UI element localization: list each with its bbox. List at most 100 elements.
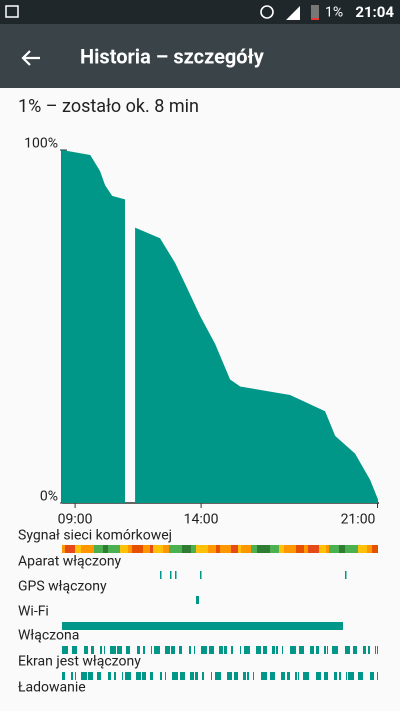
battery-area	[62, 150, 378, 503]
signal-segment	[150, 545, 153, 553]
signal-segment	[345, 545, 358, 553]
screen-segment	[298, 672, 299, 680]
signal-segment	[367, 545, 372, 553]
battery-level	[311, 18, 319, 20]
signal-segment	[304, 545, 308, 553]
signal-segment	[196, 545, 208, 553]
y-tick-label: 100%	[24, 136, 58, 152]
awake-segment	[263, 646, 267, 654]
screen-segment	[142, 672, 146, 680]
row-label: Aparat włączony	[18, 554, 122, 570]
signal-segment	[132, 545, 143, 553]
awake-segment	[219, 646, 223, 654]
toolbar	[0, 24, 400, 88]
screen-segment	[295, 672, 297, 680]
awake-segment	[126, 646, 130, 654]
awake-segment	[240, 646, 241, 654]
awake-segment	[165, 646, 170, 654]
screen-segment	[165, 672, 166, 680]
awake-segment	[299, 646, 304, 654]
screen-segment	[190, 672, 194, 680]
gps-tick	[196, 596, 199, 604]
screen-segment	[303, 672, 309, 680]
screen-segment	[339, 672, 341, 680]
screen-segment	[215, 672, 221, 680]
signal-segment	[358, 545, 367, 553]
camera-tick	[160, 571, 162, 579]
screen-segment	[287, 672, 290, 680]
awake-segment	[345, 646, 350, 654]
screen-segment	[370, 672, 374, 680]
awake-segment	[368, 646, 370, 654]
screen-segment	[136, 672, 141, 680]
screen-segment	[150, 672, 153, 680]
screen-segment	[261, 672, 267, 680]
awake-segment	[154, 646, 160, 654]
awake-segment	[290, 646, 296, 654]
row-label: Ładowanie	[18, 680, 86, 696]
signal-segment	[108, 545, 120, 553]
awake-segment	[100, 646, 102, 654]
signal-segment	[75, 545, 81, 553]
signal-icon	[286, 6, 300, 20]
awake-segment	[62, 646, 68, 654]
signal-segment	[191, 545, 196, 553]
signal-segment	[94, 545, 103, 553]
status-bar	[0, 0, 400, 24]
awake-segment	[276, 646, 278, 654]
awake-segment	[231, 646, 233, 654]
awake-segment	[375, 646, 376, 654]
summary: 1% – zostało ok. 8 min	[18, 96, 199, 117]
signal-segment	[308, 545, 319, 553]
screen-segment	[81, 672, 87, 680]
screen-segment	[202, 672, 204, 680]
signal-segment	[329, 545, 339, 553]
screen-segment	[334, 672, 337, 680]
screen-segment	[62, 672, 65, 680]
awake-segment	[137, 646, 140, 654]
awake-segment	[84, 646, 88, 654]
signal-segment	[231, 545, 238, 553]
awake-segment	[244, 646, 250, 654]
signal-segment	[143, 545, 150, 553]
signal-segment	[103, 545, 108, 553]
awake-segment	[327, 646, 328, 654]
toolbar-title: Historia – szczegóły	[80, 44, 265, 68]
awake-segment	[110, 646, 116, 654]
screen-segment	[122, 672, 123, 680]
signal-segment	[182, 545, 191, 553]
awake-segment	[310, 646, 314, 654]
awake-segment	[256, 646, 261, 654]
x-tick-label: 14:00	[184, 512, 219, 528]
signal-segment	[284, 545, 296, 553]
camera-tick	[200, 571, 202, 579]
awake-segment	[72, 646, 77, 654]
awake-segment	[104, 646, 105, 654]
awake-segment	[189, 646, 191, 654]
y-tick-label: 0%	[40, 489, 58, 505]
screen-segment	[88, 672, 93, 680]
awake-segment	[224, 646, 227, 654]
camera-tick	[175, 571, 177, 579]
screen-segment	[172, 672, 178, 680]
screen-segment	[180, 672, 185, 680]
row-label: Sygnał sieci komórkowej	[18, 528, 172, 544]
screen-segment	[75, 672, 76, 680]
screen-segment	[234, 672, 238, 680]
screen-segment	[324, 672, 328, 680]
back-button[interactable]	[21, 50, 40, 66]
awake-segment	[272, 646, 275, 654]
signal-segment	[163, 545, 169, 553]
awake-segment	[117, 646, 122, 654]
awake-segment	[194, 646, 195, 654]
awake-segment	[151, 646, 152, 654]
signal-segment	[128, 545, 132, 553]
screen-segment	[253, 672, 254, 680]
signal-segment	[251, 545, 257, 553]
awake-segment	[353, 646, 357, 654]
row-label: Włączona	[18, 628, 79, 644]
signal-segment	[216, 545, 220, 553]
screen-segment	[281, 672, 285, 680]
screen-segment	[243, 672, 246, 680]
